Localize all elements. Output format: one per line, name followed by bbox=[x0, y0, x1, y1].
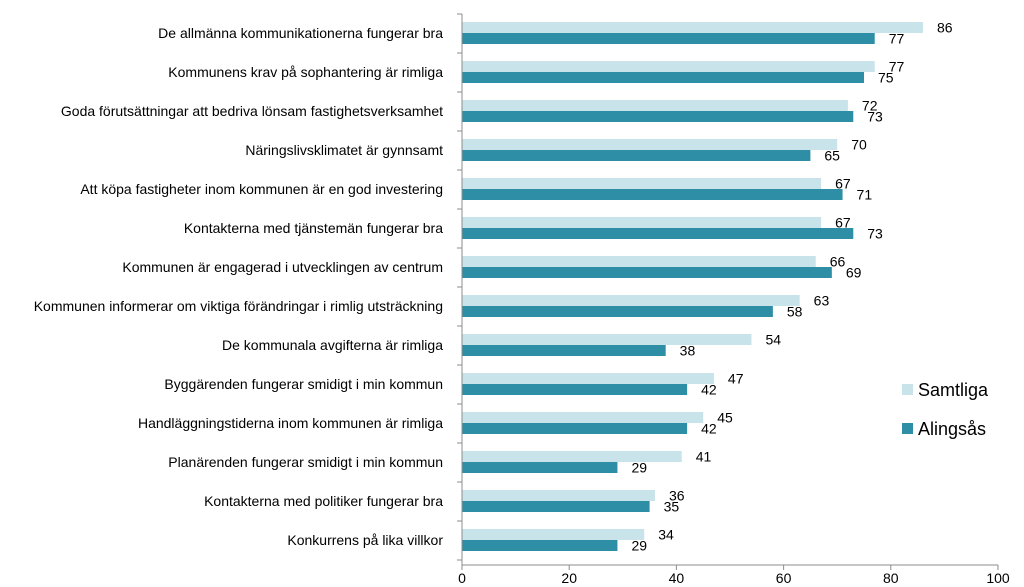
bar-alings-s-9 bbox=[462, 384, 688, 395]
category-label: Planärenden fungerar smidigt i min kommu… bbox=[168, 454, 443, 470]
value-label: 70 bbox=[851, 137, 867, 153]
value-label: 42 bbox=[701, 382, 717, 398]
bar-alings-s-10 bbox=[462, 423, 688, 434]
value-label: 66 bbox=[830, 254, 846, 270]
value-label: 75 bbox=[878, 70, 894, 86]
bar-alings-s-13 bbox=[462, 540, 618, 551]
value-label: 63 bbox=[814, 293, 830, 309]
bars-layer bbox=[462, 22, 923, 551]
x-tick-label: 60 bbox=[776, 570, 792, 586]
bar-samtliga-3 bbox=[462, 139, 838, 150]
value-label: 38 bbox=[680, 343, 696, 359]
bar-alings-s-5 bbox=[462, 228, 854, 239]
category-label: Konkurrens på lika villkor bbox=[287, 532, 443, 548]
value-label: 77 bbox=[889, 31, 905, 47]
bar-alings-s-3 bbox=[462, 150, 811, 161]
x-tick-label: 20 bbox=[561, 570, 577, 586]
category-label: Kontakterna med tjänstemän fungerar bra bbox=[184, 220, 443, 236]
bar-samtliga-8 bbox=[462, 334, 752, 345]
category-label: De allmänna kommunikationerna fungerar b… bbox=[158, 25, 443, 41]
bar-samtliga-6 bbox=[462, 256, 816, 267]
bar-samtliga-9 bbox=[462, 373, 714, 384]
value-label: 86 bbox=[937, 20, 953, 36]
value-label: 58 bbox=[787, 304, 803, 320]
value-label: 41 bbox=[696, 449, 712, 465]
bar-samtliga-12 bbox=[462, 490, 655, 501]
bar-samtliga-13 bbox=[462, 529, 645, 540]
x-tick-label: 100 bbox=[986, 570, 1010, 586]
value-label: 47 bbox=[728, 371, 744, 387]
category-label: Byggärenden fungerar smidigt i min kommu… bbox=[164, 376, 443, 392]
bar-alings-s-12 bbox=[462, 501, 650, 512]
bar-samtliga-5 bbox=[462, 217, 822, 228]
category-label: Handläggningstiderna inom kommunen är ri… bbox=[138, 415, 443, 431]
category-label: Kommunen informerar om viktiga förändrin… bbox=[34, 298, 443, 314]
value-label: 69 bbox=[846, 265, 862, 281]
value-label: 45 bbox=[717, 410, 733, 426]
category-label: Näringslivsklimatet är gynnsamt bbox=[245, 142, 443, 158]
bar-samtliga-1 bbox=[462, 61, 875, 72]
category-label: De kommunala avgifterna är rimliga bbox=[222, 337, 443, 353]
bar-samtliga-10 bbox=[462, 412, 704, 423]
category-labels: De allmänna kommunikationerna fungerar b… bbox=[34, 25, 444, 548]
bar-samtliga-7 bbox=[462, 295, 800, 306]
bar-alings-s-4 bbox=[462, 189, 843, 200]
bar-samtliga-0 bbox=[462, 22, 923, 33]
legend-label: Samtliga bbox=[918, 380, 989, 400]
value-label: 65 bbox=[824, 148, 840, 164]
category-label: Kontakterna med politiker fungerar bra bbox=[204, 493, 443, 509]
axes-layer: 0 20 40 60 80 100 bbox=[457, 13, 1010, 586]
value-label: 67 bbox=[835, 176, 851, 192]
bar-alings-s-11 bbox=[462, 462, 618, 473]
x-tick-label: 80 bbox=[883, 570, 899, 586]
value-label: 36 bbox=[669, 488, 685, 504]
category-label: Att köpa fastigheter inom kommunen är en… bbox=[80, 181, 443, 197]
value-labels: 8677777572737065677167736669635854384742… bbox=[631, 20, 952, 554]
legend: Samtliga Alingsås bbox=[902, 380, 989, 439]
bar-alings-s-1 bbox=[462, 72, 864, 83]
bar-samtliga-2 bbox=[462, 100, 848, 111]
value-label: 67 bbox=[835, 215, 851, 231]
bar-samtliga-11 bbox=[462, 451, 682, 462]
bar-alings-s-2 bbox=[462, 111, 854, 122]
value-label: 42 bbox=[701, 421, 717, 437]
x-tick-label: 0 bbox=[458, 570, 466, 586]
bar-alings-s-6 bbox=[462, 267, 832, 278]
value-label: 34 bbox=[658, 527, 674, 543]
legend-swatch-samtliga bbox=[902, 384, 913, 395]
value-label: 29 bbox=[631, 538, 647, 554]
category-label: Kommunen är engagerad i utvecklingen av … bbox=[122, 259, 443, 275]
value-label: 73 bbox=[867, 226, 883, 242]
value-label: 29 bbox=[631, 460, 647, 476]
bar-alings-s-0 bbox=[462, 33, 875, 44]
value-label: 73 bbox=[867, 109, 883, 125]
bar-alings-s-7 bbox=[462, 306, 773, 317]
category-label: Goda förutsättningar att bedriva lönsam … bbox=[61, 103, 443, 119]
category-label: Kommunens krav på sophantering är rimlig… bbox=[168, 64, 443, 80]
value-label: 54 bbox=[765, 332, 781, 348]
value-label: 72 bbox=[862, 98, 878, 114]
legend-swatch-alings-s bbox=[902, 423, 913, 434]
x-tick-label: 40 bbox=[669, 570, 685, 586]
value-label: 35 bbox=[664, 499, 680, 515]
bar-samtliga-4 bbox=[462, 178, 822, 189]
legend-label: Alingsås bbox=[918, 419, 986, 439]
value-label: 71 bbox=[857, 187, 873, 203]
value-label: 77 bbox=[889, 59, 905, 75]
bar-alings-s-8 bbox=[462, 345, 666, 356]
